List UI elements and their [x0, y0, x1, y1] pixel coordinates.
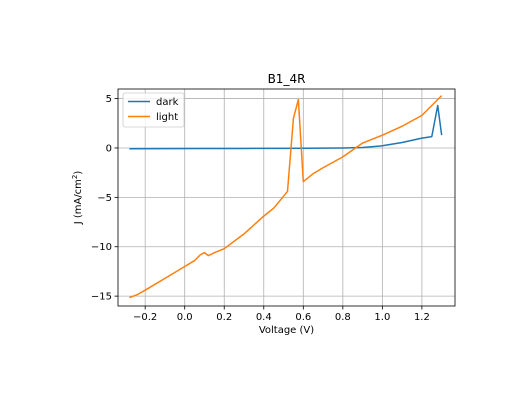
y-ticks: −15 −10 −5 0 5 — [91, 94, 118, 303]
chart-title: B1_4R — [268, 72, 306, 86]
y-axis-label-base: J (mA/cm — [73, 179, 84, 225]
x-tick-label: 1.0 — [374, 312, 390, 323]
x-axis-label: Voltage (V) — [259, 325, 314, 336]
y-tick-label: 0 — [106, 143, 112, 154]
legend-label-light: light — [156, 112, 178, 123]
series-line-light — [129, 95, 443, 299]
x-tick-label: −0.2 — [133, 312, 157, 323]
x-tick-label: 0.8 — [335, 312, 351, 323]
y-tick-label: −15 — [91, 292, 112, 303]
series-line-dark — [129, 104, 443, 150]
x-tick-label: 1.2 — [414, 312, 430, 323]
y-tick-label: 5 — [106, 94, 112, 105]
y-axis-label: J (mA/cm2) — [71, 171, 84, 226]
x-ticks: −0.2 0.0 0.2 0.4 0.6 0.8 1.0 1.2 — [133, 306, 430, 323]
x-tick-label: 0.0 — [177, 312, 193, 323]
x-tick-label: 0.2 — [216, 312, 232, 323]
legend: dark light — [122, 92, 185, 128]
y-axis-label-sup: 2 — [71, 175, 79, 179]
y-tick-label: −5 — [97, 193, 112, 204]
y-axis-label-end: ) — [73, 171, 84, 175]
y-tick-label: −10 — [91, 242, 112, 253]
legend-label-dark: dark — [156, 97, 179, 108]
x-tick-label: 0.6 — [295, 312, 311, 323]
x-tick-label: 0.4 — [256, 312, 272, 323]
series-layer — [129, 95, 443, 299]
